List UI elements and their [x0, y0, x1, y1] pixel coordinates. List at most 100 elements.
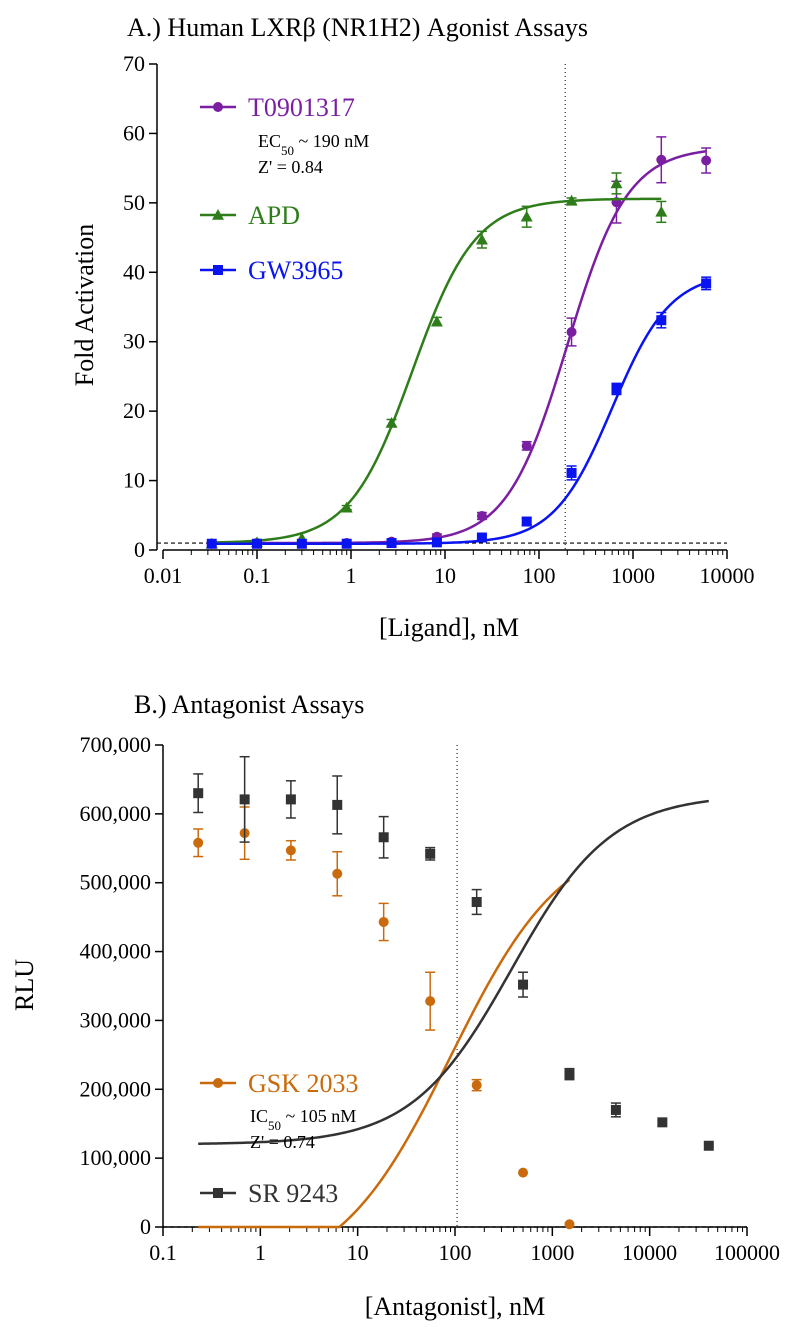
- x-tick-label: 10: [434, 563, 456, 588]
- x-tick-label: 1: [255, 1240, 266, 1265]
- data-point: [703, 1140, 714, 1151]
- data-point: [471, 1080, 482, 1091]
- y-tick-label: 10: [123, 468, 145, 493]
- y-tick-label: 70: [123, 51, 145, 76]
- y-tick-label: 0: [134, 537, 145, 562]
- series-gw3965: [206, 276, 712, 549]
- legend-label: APD: [248, 201, 300, 230]
- series-gsk-2033: [193, 806, 575, 1230]
- data-point: [425, 848, 436, 859]
- data-point: [564, 1219, 575, 1230]
- data-point: [385, 416, 398, 428]
- fit-curve: [198, 878, 571, 1229]
- data-point: [425, 996, 436, 1007]
- data-point: [431, 537, 442, 548]
- panel-b-y-axis-label: RLU: [10, 959, 39, 1011]
- x-tick-label: 1000: [611, 563, 655, 588]
- data-point: [476, 532, 487, 543]
- panel-b-plot-area: 0 100,000 200,000 300,000 400,000 500,000 600,…: [80, 732, 781, 1265]
- fit-curve: [198, 799, 709, 1145]
- y-tick-label: 30: [123, 329, 145, 354]
- data-point: [610, 177, 623, 189]
- data-point: [340, 501, 353, 513]
- data-point: [610, 1104, 621, 1115]
- x-tick-label: 10000: [700, 563, 755, 588]
- data-point: [285, 845, 296, 856]
- panel-a-plot-area: 0 10 20 30 40 50 60 70 0.01 0.1 1 10 100 1000 10000 T09…: [123, 51, 755, 588]
- x-tick-label: 100000: [714, 1240, 780, 1265]
- legend: GSK 2033 SR 9243 IC50 ~ 105 nMZ' = 0.74: [200, 1069, 359, 1208]
- data-point: [657, 1117, 668, 1128]
- x-tick-label: 10: [347, 1240, 369, 1265]
- y-tick-label: 600,000: [80, 801, 152, 826]
- fit-curve: [211, 281, 707, 545]
- panel-a-agonist-chart: A.) Human LXRβ (NR1H2) Agonist Assays Fo…: [70, 13, 755, 642]
- data-point: [386, 538, 397, 549]
- legend-label: SR 9243: [248, 1179, 338, 1208]
- panel-a-y-axis-label: Fold Activation: [70, 224, 99, 387]
- panel-b-x-axis-label: [Antagonist], nM: [365, 1292, 546, 1321]
- data-point: [332, 799, 343, 810]
- legend-label: T0901317: [248, 93, 355, 122]
- y-tick-label: 20: [123, 398, 145, 423]
- data-point: [521, 440, 532, 451]
- x-tick-label: 0.1: [243, 563, 271, 588]
- series-sr-9243: [193, 755, 714, 1151]
- legend-marker: [213, 102, 223, 112]
- data-point: [430, 315, 443, 327]
- data-point: [206, 538, 217, 549]
- legend-marker: [213, 1188, 223, 1198]
- data-point: [471, 896, 482, 907]
- legend-marker: [213, 1078, 223, 1088]
- panel-b-antagonist-chart: B.) Antagonist Assays RLU [Antagonist], …: [10, 690, 780, 1321]
- y-tick-label: 700,000: [80, 732, 152, 757]
- data-point: [566, 467, 577, 478]
- data-point: [518, 1167, 529, 1178]
- data-point: [611, 383, 622, 394]
- data-point: [566, 326, 577, 337]
- data-point: [378, 916, 389, 927]
- x-tick-label: 1000: [530, 1240, 574, 1265]
- legend-annotation: Z' = 0.74: [250, 1132, 315, 1152]
- x-tick-label: 0.1: [149, 1240, 177, 1265]
- y-tick-label: 0: [140, 1214, 151, 1239]
- data-point: [565, 194, 578, 206]
- y-tick-label: 400,000: [80, 939, 152, 964]
- data-point: [476, 510, 487, 521]
- legend-annotation: EC50 ~ 190 nM: [258, 131, 369, 158]
- data-point: [701, 155, 712, 166]
- data-point: [296, 538, 307, 549]
- x-tick-label: 10000: [622, 1240, 677, 1265]
- data-point: [656, 154, 667, 165]
- data-point: [341, 538, 352, 549]
- y-tick-label: 300,000: [80, 1007, 152, 1032]
- panel-b-title: B.) Antagonist Assays: [134, 690, 364, 719]
- data-point: [193, 837, 204, 848]
- panel-a-x-axis-label: [Ligand], nM: [379, 613, 519, 642]
- data-point: [332, 868, 343, 879]
- data-point: [564, 1069, 575, 1080]
- series-apd: [205, 172, 668, 549]
- data-point: [252, 538, 262, 549]
- legend-annotation: Z' = 0.84: [258, 157, 323, 177]
- legend: T0901317 APD GW3965 EC50 ~ 190 nMZ' = 0.84: [200, 93, 369, 285]
- data-point: [656, 315, 667, 326]
- fit-curve: [211, 197, 662, 544]
- data-point: [520, 210, 533, 222]
- legend-marker: [213, 265, 223, 275]
- y-tick-label: 100,000: [80, 1145, 152, 1170]
- y-tick-label: 50: [123, 190, 145, 215]
- x-tick-label: 1: [346, 563, 357, 588]
- data-point: [518, 979, 529, 990]
- data-point: [239, 794, 250, 805]
- data-point: [378, 832, 389, 843]
- x-tick-label: 0.01: [144, 563, 183, 588]
- data-point: [193, 788, 204, 799]
- x-tick-label: 100: [523, 563, 556, 588]
- y-tick-label: 40: [123, 259, 145, 284]
- x-tick-label: 100: [439, 1240, 472, 1265]
- data-point: [701, 278, 712, 289]
- legend-annotation: IC50 ~ 105 nM: [250, 1106, 356, 1133]
- legend-label: GW3965: [248, 256, 343, 285]
- data-point: [285, 794, 296, 805]
